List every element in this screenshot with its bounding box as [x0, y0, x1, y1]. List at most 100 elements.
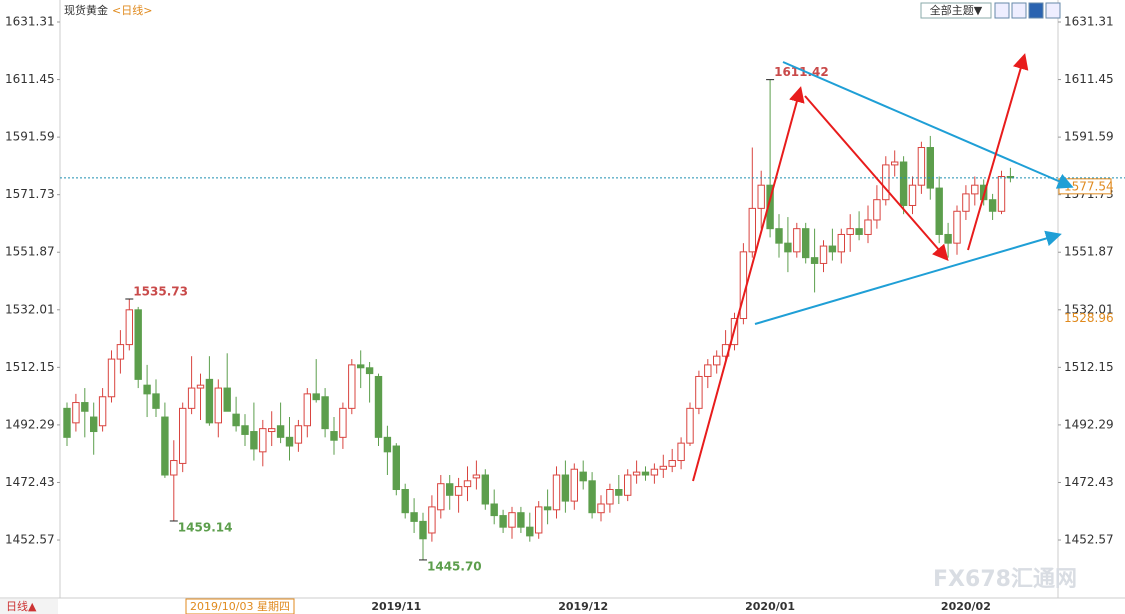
- candle-body: [330, 431, 338, 441]
- candle-body: [659, 465, 667, 470]
- candle-body: [686, 407, 694, 444]
- candle-body: [321, 396, 329, 430]
- candle-body: [357, 364, 365, 369]
- candle-body: [81, 402, 89, 412]
- candle-body: [926, 147, 934, 189]
- candle-body: [401, 489, 409, 514]
- candle-body: [561, 474, 570, 502]
- y2-tick-label: 1631.31: [1064, 14, 1114, 28]
- annotation: 1459.14: [178, 520, 233, 534]
- candle-body: [784, 242, 792, 253]
- y-tick-label: 1571.73: [5, 187, 55, 201]
- candle-body: [508, 512, 516, 528]
- candle-body: [837, 233, 845, 253]
- candle-body: [143, 384, 151, 395]
- candle-body: [463, 480, 472, 488]
- candle-body: [179, 407, 187, 464]
- candle-body: [668, 460, 676, 467]
- candle-body: [615, 489, 623, 496]
- candle-body: [526, 526, 534, 537]
- candle-body: [410, 512, 418, 522]
- candle-body: [428, 506, 436, 534]
- y2-tick-label: 1611.45: [1064, 72, 1114, 86]
- candle-body: [259, 428, 267, 453]
- watermark: FX678汇通网: [933, 567, 1077, 592]
- candle-body: [107, 358, 116, 398]
- y2-tick-label: 1452.57: [1064, 533, 1114, 547]
- period-button-box[interactable]: [0, 599, 58, 614]
- candle-body: [802, 228, 810, 259]
- candle-body: [90, 416, 98, 433]
- candle-body: [223, 387, 231, 412]
- y2-tick-label: 1492.29: [1064, 417, 1114, 431]
- y-tick-label: 1452.57: [5, 533, 55, 547]
- theme-button-box[interactable]: [920, 2, 992, 19]
- candle-body: [650, 468, 659, 476]
- candle-body: [873, 199, 881, 221]
- annotation: 1611.42: [774, 65, 829, 79]
- candle-body: [116, 344, 125, 360]
- x-tick-label: 2019/11: [371, 600, 421, 613]
- last-price-label: 1577.54: [1064, 179, 1114, 193]
- candle-body: [597, 503, 605, 514]
- candle-body: [775, 228, 783, 244]
- candle-body: [419, 520, 427, 540]
- candle-body: [908, 184, 917, 206]
- candle-body: [72, 402, 80, 424]
- candle-body: [535, 506, 543, 534]
- y-tick-label: 1551.87: [5, 245, 55, 259]
- candle-body: [543, 506, 552, 511]
- candle-body: [748, 207, 756, 253]
- candle-body: [437, 483, 445, 511]
- candle-body: [971, 184, 979, 195]
- y2-tick-label: 1532.01: [1064, 302, 1114, 316]
- candle-body: [383, 436, 392, 453]
- candle-body: [624, 474, 632, 496]
- candle-body: [953, 210, 961, 244]
- candle-body: [899, 161, 908, 206]
- theme-button[interactable]: 全部主题▼: [930, 3, 983, 17]
- y2-tick-label: 1512.15: [1064, 360, 1114, 374]
- candle-body: [588, 480, 596, 514]
- candle-body: [339, 407, 347, 438]
- candle-body: [285, 436, 294, 447]
- y-tick-label: 1492.29: [5, 417, 55, 431]
- candle-body: [98, 396, 107, 427]
- candle-body: [552, 474, 561, 511]
- candle-body: [241, 425, 249, 435]
- period-button[interactable]: 日线▲: [6, 599, 37, 613]
- candle-body: [988, 199, 997, 212]
- candle-body: [864, 219, 872, 235]
- candle-body: [632, 471, 641, 476]
- toolbar-icons[interactable]: [994, 2, 1061, 19]
- candle-body: [303, 393, 312, 427]
- candle-body: [472, 474, 481, 479]
- candle-body: [997, 176, 1006, 212]
- x-tick-label: 2020/01: [745, 600, 795, 613]
- candle-body: [962, 193, 970, 212]
- y2-tick-label: 1472.43: [1064, 475, 1114, 489]
- y-tick-label: 1472.43: [5, 475, 55, 489]
- candle-body: [882, 164, 890, 201]
- candle-body: [268, 428, 276, 433]
- candle-body: [606, 489, 614, 505]
- candle-body: [232, 413, 240, 427]
- y2-tick-label: 1591.59: [1064, 130, 1114, 144]
- candle-body: [1006, 176, 1015, 179]
- candle-body: [944, 233, 952, 244]
- candle-body: [134, 309, 142, 380]
- candle-body: [935, 187, 943, 235]
- candle-body: [517, 512, 525, 528]
- candle-body: [392, 445, 401, 491]
- candle-body: [793, 228, 801, 253]
- candle-body: [855, 228, 863, 235]
- candle-body: [446, 483, 454, 496]
- candle-body: [196, 384, 205, 389]
- period: <日线>: [112, 3, 152, 17]
- candle-body: [570, 468, 578, 502]
- candle-body: [490, 503, 498, 517]
- annotation: 1445.70: [427, 559, 482, 573]
- crosshair-label: 2019/10/03 星期四: [190, 600, 290, 613]
